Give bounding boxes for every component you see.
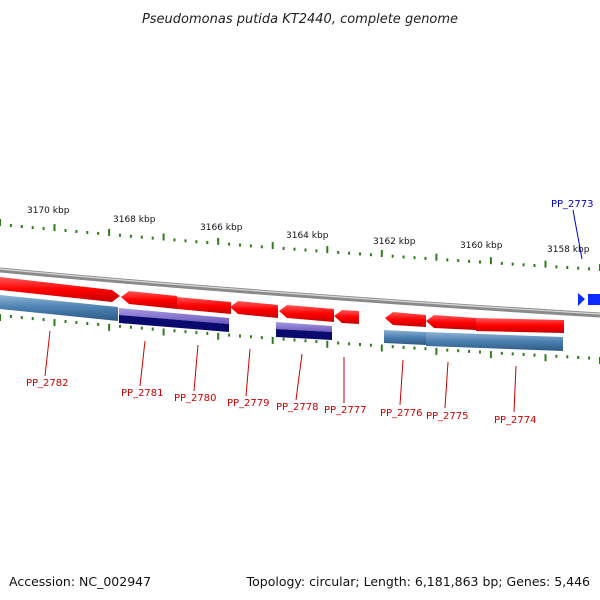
gene-label[interactable]: PP_2773 (551, 199, 594, 210)
leader-line (139, 340, 146, 387)
leader-line (572, 209, 583, 260)
inner-scale-ruler (0, 314, 600, 364)
gene-arrow-pp2777[interactable] (334, 310, 359, 324)
gene-label[interactable]: PP_2779 (227, 398, 270, 409)
gene-label[interactable]: PP_2774 (494, 415, 537, 426)
gene-label[interactable]: PP_2778 (276, 402, 319, 413)
pp2773-gene-body (588, 294, 600, 305)
leader-line (245, 348, 251, 397)
feature-band-pp2776[interactable] (384, 330, 426, 345)
scale-label: 3160 kbp (460, 241, 503, 251)
accession-text: Accession: NC_002947 (9, 574, 151, 589)
gene-arrow-pp2779[interactable] (230, 301, 278, 318)
gene-pp2773-marker[interactable] (578, 293, 600, 306)
leader-line (44, 330, 51, 377)
gene-arrow-pp2781[interactable] (121, 291, 177, 309)
gene-label[interactable]: PP_2775 (426, 411, 469, 422)
feature-band-pp2782[interactable] (0, 295, 118, 321)
gene-arrow-pp2782[interactable] (0, 277, 120, 302)
leader-line (513, 365, 517, 413)
genome-summary-text: Topology: circular; Length: 6,181,863 bp… (246, 574, 590, 589)
operon-block-pp2778[interactable] (276, 322, 332, 332)
scale-label: 3166 kbp (200, 223, 243, 233)
feature-band-pp2775-2774[interactable] (426, 332, 563, 351)
gene-label[interactable]: PP_2782 (26, 378, 69, 389)
scale-labels: 3170 kbp 3168 kbp 3166 kbp 3164 kbp 3162… (27, 206, 590, 255)
gene-label[interactable]: PP_2780 (174, 393, 217, 404)
gene-label[interactable]: PP_2777 (324, 405, 367, 416)
gene-arrow-pp2778[interactable] (279, 305, 334, 322)
genome-title: Pseudomonas putida KT2440, complete geno… (142, 12, 458, 27)
scale-label: 3170 kbp (27, 206, 70, 216)
leader-line (444, 361, 449, 409)
gene-label[interactable]: PP_2781 (121, 388, 164, 399)
gene-arrow-pp2780[interactable] (177, 297, 231, 314)
genome-backbone-highlight (0, 268, 600, 315)
gene-arrow-pp2775[interactable] (426, 315, 476, 330)
gene-arrow-pp2776[interactable] (385, 312, 426, 327)
scale-label: 3164 kbp (286, 231, 329, 241)
gene-arrow-pp2774[interactable] (476, 318, 564, 333)
operon-block-pp2781[interactable] (119, 308, 229, 324)
leader-line (193, 344, 199, 392)
outer-scale-ruler (0, 219, 600, 271)
pp2773-arrowhead (578, 293, 585, 306)
scale-label: 3158 kbp (547, 245, 590, 255)
leader-line (399, 359, 404, 406)
operon-blocks (119, 308, 332, 340)
operon-block-pp2778-dark (276, 329, 332, 340)
scale-label: 3168 kbp (113, 215, 156, 225)
gene-label[interactable]: PP_2776 (380, 408, 423, 419)
leader-line (295, 353, 303, 401)
operon-block-pp2781-dark (119, 315, 229, 332)
reverse-features (0, 295, 563, 351)
forward-genes (0, 277, 564, 333)
genome-backbone (0, 267, 600, 318)
label-leader-lines (44, 209, 583, 413)
scale-label: 3162 kbp (373, 237, 416, 247)
gene-labels: PP_2782 PP_2781 PP_2780 PP_2779 PP_2778 … (26, 199, 594, 426)
